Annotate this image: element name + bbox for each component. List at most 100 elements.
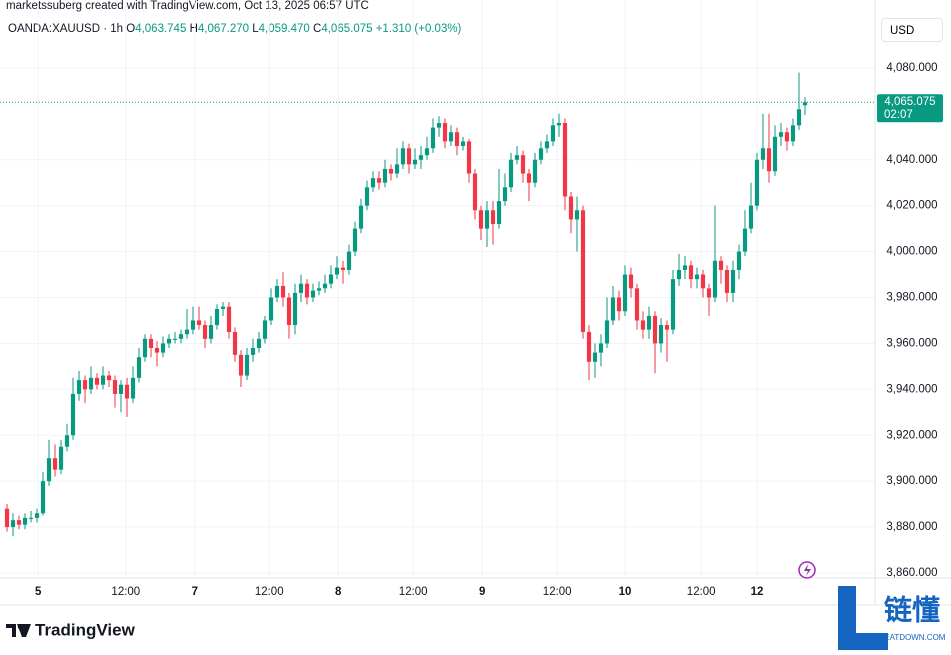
candle-body (22, 517, 28, 525)
candle-body (634, 288, 640, 321)
candle-body (442, 123, 448, 142)
countdown: 02:07 (884, 109, 913, 121)
y-tick-label: 3,900.000 (886, 475, 937, 487)
candle-body (160, 343, 166, 353)
x-tick-label: 9 (479, 586, 485, 598)
candle-body (550, 125, 556, 142)
candle-body (214, 308, 220, 326)
candle-body (190, 320, 196, 330)
candle-body (586, 331, 592, 362)
candle-body (34, 513, 40, 518)
watermark-sub: NEATDOWN.COM (879, 633, 946, 642)
ohlc-key: C (313, 23, 322, 35)
ohlc-value: 4,059.470 (258, 23, 310, 35)
candle-body (784, 132, 790, 142)
candle-body (490, 210, 496, 225)
ohlc-value: 4,063.745 (135, 23, 187, 35)
candle-body (202, 325, 208, 339)
candle-body (460, 141, 466, 146)
candle-body (754, 159, 760, 206)
x-tick-label: 12 (751, 586, 764, 598)
candle-body (580, 210, 586, 332)
y-tick-label: 3,880.000 (886, 521, 937, 533)
y-tick-label: 3,920.000 (886, 429, 937, 441)
symbol: OANDA:XAUUSD · 1h (8, 23, 124, 35)
y-tick-label: 4,020.000 (886, 200, 937, 212)
candle-body (646, 315, 652, 330)
candle-body (736, 251, 742, 270)
alert-icon[interactable] (798, 561, 816, 579)
candle-body (688, 265, 694, 280)
candle-body (766, 148, 772, 172)
candle-body (370, 178, 376, 188)
candle-body (700, 274, 706, 289)
candle-body (478, 210, 484, 229)
candle-body (364, 187, 370, 206)
candle-body (562, 123, 568, 197)
tv-logo-text: TradingView (35, 620, 136, 639)
candle-body (718, 260, 724, 270)
candle-body (652, 315, 658, 344)
candle-body (730, 269, 736, 293)
ohlc-key: L (252, 23, 259, 35)
candle-body (760, 148, 766, 160)
candle-body (10, 520, 16, 528)
candle-body (262, 320, 268, 339)
candle-body (376, 178, 382, 183)
candle-body (628, 274, 634, 289)
candle-body (316, 288, 322, 291)
candle-body (742, 228, 748, 252)
candle-body (250, 347, 256, 355)
candle-body (724, 269, 730, 293)
alert-bolt (804, 564, 811, 576)
candle-body (232, 331, 238, 355)
ohlc-value: 4,065.075 (321, 23, 373, 35)
ohlc-value: 4,067.270 (197, 23, 250, 35)
candle-body (148, 338, 154, 348)
candle-body (238, 354, 244, 376)
candle-body (388, 168, 394, 174)
candle-body (244, 354, 250, 376)
candle-body (118, 384, 124, 394)
candle-body (796, 109, 802, 126)
candle-body (520, 155, 526, 174)
candle-body (604, 320, 610, 344)
candle-body (598, 343, 604, 353)
watermark-shape (838, 586, 888, 650)
candle-body (412, 159, 418, 165)
candle-body (136, 357, 142, 378)
candle-body (748, 205, 754, 229)
currency-button[interactable]: USD (881, 18, 943, 42)
candle-body (658, 325, 664, 344)
candle-body (670, 279, 676, 330)
candle-body (532, 159, 538, 183)
candle-body (106, 375, 112, 381)
candle-body (694, 274, 700, 280)
x-tick-label: 12:00 (255, 586, 284, 598)
x-tick-label: 12:00 (111, 586, 140, 598)
y-tick-label: 3,960.000 (886, 337, 937, 349)
candle-body (778, 132, 784, 137)
candle-body (568, 196, 574, 220)
candle-body (382, 168, 388, 183)
candle-body (610, 297, 616, 321)
ohlc-key: H (189, 23, 198, 35)
candle-body (82, 380, 88, 390)
candle-body (256, 338, 262, 348)
candle-body (130, 377, 136, 399)
candle-body (220, 306, 226, 309)
candle-body (508, 159, 514, 188)
candle-body (100, 375, 106, 385)
y-tick-label: 4,080.000 (886, 62, 937, 74)
candle-body (664, 325, 670, 330)
candle-body (268, 297, 274, 321)
candle-body (94, 377, 100, 385)
candle-body (616, 297, 622, 312)
candle-body (436, 123, 442, 128)
candle-body (676, 269, 682, 280)
candle-body (430, 127, 436, 149)
candle-body (790, 125, 796, 142)
candle-body (112, 380, 118, 394)
credit: marketssuberg created with TradingView.c… (6, 0, 369, 12)
